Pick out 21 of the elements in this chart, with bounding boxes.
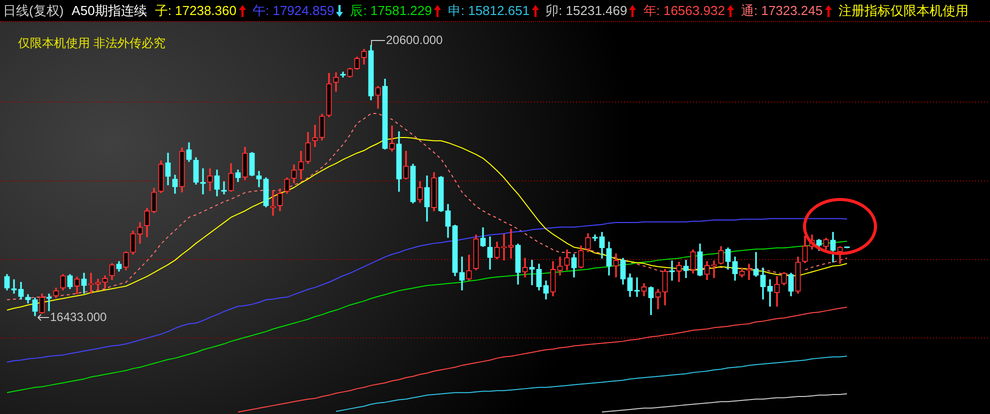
- chart-subtitle: A50期指连续: [72, 2, 147, 20]
- candlestick: [459, 256, 465, 290]
- text: 通: 17323.245: [740, 2, 823, 20]
- annotation: 16433.000: [50, 310, 107, 324]
- text: 卯: 15231.469: [546, 2, 628, 20]
- chart-title: 日线(复权): [3, 2, 64, 20]
- candlestick: [767, 279, 773, 307]
- candlestick: [522, 258, 528, 278]
- text: 注册指标仅限本机使用: [838, 2, 969, 20]
- text: 辰: 17581.229: [350, 2, 432, 20]
- candlestick: [746, 264, 752, 280]
- candlestick: [312, 124, 318, 147]
- text: 年: 16563.932: [643, 2, 725, 20]
- annotation: 仅限本机使用 非法外传必究: [18, 35, 166, 52]
- text: 子: 17238.360: [154, 2, 236, 20]
- candlestick: [200, 168, 206, 194]
- annotation: 20600.000: [386, 33, 443, 47]
- text: 申: 15812.651: [448, 2, 530, 20]
- candlestick: [270, 190, 276, 216]
- text: 午: 17924.859: [252, 2, 334, 20]
- candlestick: [389, 126, 395, 152]
